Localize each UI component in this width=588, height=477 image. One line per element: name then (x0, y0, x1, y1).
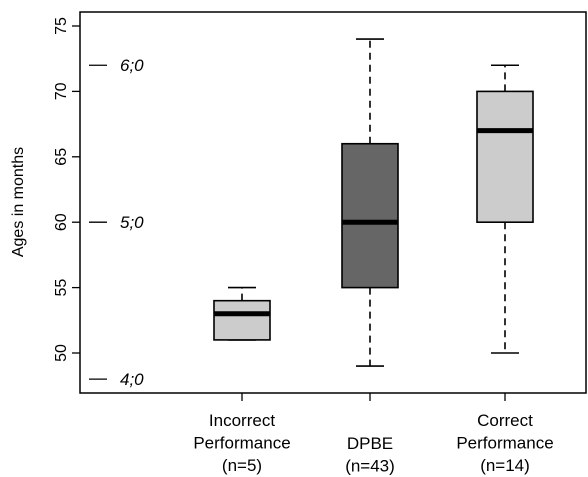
y-axis: 50 55 60 65 70 75 (53, 17, 80, 362)
y-tick-label: 75 (53, 17, 70, 35)
plot-frame (79, 11, 587, 394)
x-category-label: (n=5) (222, 456, 262, 475)
iqr-box (476, 90, 534, 224)
iqr-box (213, 299, 271, 341)
age-marker-label: 4;0 (120, 370, 144, 389)
y-tick-label: 50 (53, 344, 70, 362)
y-tick-label: 60 (53, 213, 70, 231)
x-category-label: Performance (456, 434, 553, 453)
box-series (213, 38, 534, 367)
x-category-label: Performance (193, 434, 290, 453)
box-2 (341, 38, 399, 367)
age-marker-label: 5;0 (120, 213, 144, 232)
y-tick-label: 70 (53, 82, 70, 100)
x-category-label: Incorrect (209, 411, 275, 430)
age-markers: 6;0 5;0 4;0 (89, 56, 144, 389)
y-tick-label: 65 (53, 148, 70, 166)
iqr-box (341, 142, 399, 289)
x-axis: Incorrect Performance (n=5) DPBE (n=43) Corre… (193, 393, 554, 476)
x-category-label: DPBE (347, 434, 393, 453)
box-3 (476, 64, 534, 354)
y-axis-label: Ages in months (10, 147, 27, 257)
x-category-label: (n=43) (345, 457, 395, 476)
x-category-label: (n=14) (480, 456, 530, 475)
box-1 (213, 286, 271, 341)
y-tick-label: 55 (53, 279, 70, 297)
age-marker-label: 6;0 (120, 56, 144, 75)
x-category-label: Correct (477, 411, 533, 430)
